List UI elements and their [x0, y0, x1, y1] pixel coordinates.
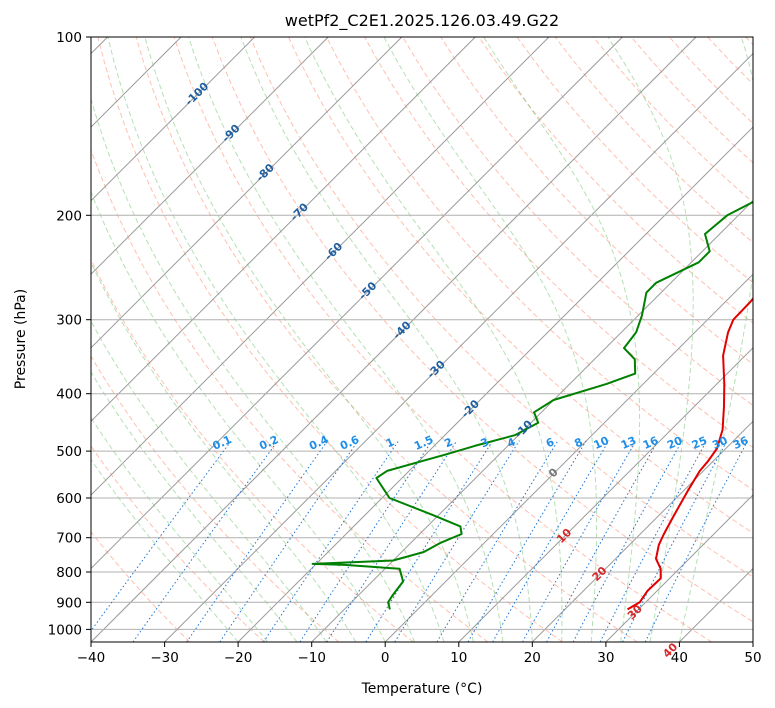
isotherm: [384, 273, 753, 642]
moist-adiabat: [91, 261, 357, 642]
isotherm: [91, 37, 697, 642]
moist-adiabat: [188, 37, 504, 642]
moist-adiabat: [240, 37, 533, 642]
moist-adiabat: [91, 458, 239, 642]
moist-adiabat: [91, 320, 327, 642]
y-tick-label: 1000: [48, 622, 82, 638]
mixing-ratio-line: [522, 440, 637, 642]
plot-area: [91, 37, 753, 642]
dry-adiabat: [402, 37, 753, 407]
mixing-ratio-line: [394, 440, 520, 642]
plot-frame: [90, 36, 754, 643]
mixing-ratio-line: [467, 440, 587, 642]
mixing-ratio-line: [546, 440, 659, 642]
dry-adiabat: [91, 148, 489, 642]
dry-adiabat: [91, 531, 191, 642]
x-tick-label: 20: [524, 650, 541, 666]
moist-adiabat: [91, 416, 268, 642]
mixing-ratio-label: 13: [619, 434, 638, 452]
dry-adiabat: [135, 37, 638, 642]
dewpoint-profile-line: [311, 200, 753, 610]
dry-adiabat: [326, 37, 753, 491]
y-tick-label: 600: [56, 491, 82, 507]
moist-adiabat: [144, 37, 474, 642]
dry-adiabat: [211, 37, 753, 623]
mixing-ratio-line: [91, 440, 232, 632]
mixing-ratio-line: [492, 440, 610, 642]
isotherm: [752, 641, 753, 642]
x-tick-label: 50: [744, 650, 761, 666]
mixing-ratio-label: 30: [710, 434, 730, 452]
dry-adiabat: [516, 37, 753, 284]
dry-adiabat: [91, 445, 265, 642]
isotherm: [311, 199, 753, 642]
moist-adiabat: [607, 37, 694, 642]
isotherm: [605, 494, 753, 642]
mixing-ratio-line: [219, 440, 359, 642]
dry-adiabat: [249, 37, 753, 578]
isotherm: [91, 37, 256, 202]
mixing-ratio-label: 25: [690, 434, 709, 452]
mixing-ratio-line: [132, 440, 279, 642]
x-tick-label: −10: [297, 650, 326, 666]
y-tick-label: 900: [56, 595, 82, 611]
moist-adiabat: [483, 37, 641, 642]
mixing-ratio-line: [644, 440, 749, 642]
isotherm: [91, 37, 476, 423]
isotherm: [91, 37, 550, 496]
x-tick-label: −30: [150, 650, 179, 666]
y-tick-label: 100: [56, 30, 82, 46]
y-axis-label: Pressure (hPa): [13, 289, 29, 389]
mixing-ratio-line: [263, 440, 400, 642]
y-tick-label: 500: [56, 444, 82, 460]
isotherm: [237, 126, 753, 642]
x-tick-label: 40: [671, 650, 688, 666]
x-tick-label: −40: [77, 650, 106, 666]
mixing-ratio-label: 36: [731, 434, 751, 452]
x-axis-label: Temperature (°C): [361, 681, 483, 697]
y-tick-label: 700: [56, 531, 82, 547]
x-tick-label: 10: [450, 650, 467, 666]
isotherm: [91, 37, 329, 275]
x-tick-label: 0: [381, 650, 390, 666]
dry-adiabat: [478, 37, 753, 324]
y-tick-label: 800: [56, 565, 82, 581]
moist-adiabat: [383, 37, 598, 642]
mixing-ratio-line: [436, 440, 559, 642]
x-tick-label: −20: [224, 650, 253, 666]
moist-adiabat: [678, 37, 753, 642]
isotherm: [91, 37, 623, 570]
y-tick-label: 200: [56, 208, 82, 224]
mixing-ratio-line: [365, 440, 494, 642]
mixing-ratio-label: 10: [592, 434, 612, 452]
isotherm: [531, 420, 753, 642]
isotherm: [164, 52, 753, 642]
mixing-ratio-line: [299, 440, 433, 642]
mixing-ratio-label: 16: [641, 434, 661, 452]
mixing-ratio-label: 20: [665, 434, 685, 452]
temperature-profile-line: [626, 297, 753, 611]
moist-adiabat: [107, 37, 445, 642]
dry-adiabat: [91, 355, 340, 642]
mixing-ratio-line: [186, 440, 329, 642]
moist-adiabat: [91, 190, 386, 642]
isotherm: [458, 347, 753, 642]
y-tick-label: 400: [56, 387, 82, 403]
moist-adiabat: [304, 37, 563, 642]
mixing-ratio-line: [572, 440, 683, 642]
isotherm: [91, 37, 403, 349]
dry-adiabat: [97, 37, 563, 642]
chart-title: wetPf2_C2E1.2025.126.03.49.G22: [285, 11, 559, 31]
y-tick-label: 300: [56, 313, 82, 329]
x-tick-label: 30: [597, 650, 614, 666]
